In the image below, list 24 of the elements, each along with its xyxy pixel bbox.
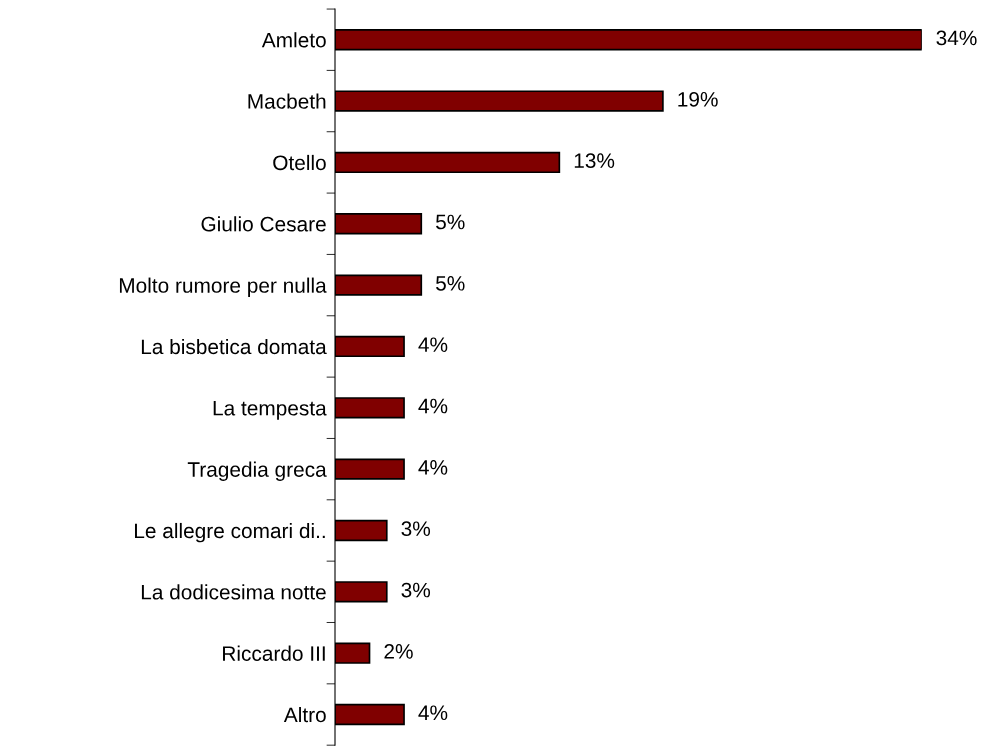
y-tick-label: La dodicesima notte (141, 584, 326, 600)
y-tick-label: Le allegre comari di.. (135, 522, 325, 543)
data-label: 4% (418, 705, 448, 721)
y-tick-label: La tempesta (213, 401, 327, 420)
y-tick-label: La bisbetica domata (141, 338, 327, 355)
y-tick-label: Tragedia greca (187, 461, 327, 482)
data-label: 4% (418, 398, 448, 414)
y-tick-label: Altro (283, 706, 326, 723)
y-tick-label: Giulio Cesare (201, 216, 326, 232)
y-tick-label: Otello (273, 154, 326, 171)
data-label: 19% (678, 91, 718, 107)
data-label: 13% (574, 153, 615, 169)
y-tick-label: Macbeth (248, 93, 326, 109)
y-tick-label: Molto rumore per nulla (119, 277, 327, 297)
data-label: 5% (436, 276, 465, 291)
y-tick-label: Amleto (261, 32, 326, 48)
data-label: 3% (401, 521, 431, 537)
data-label: 3% (401, 582, 431, 598)
data-label: 2% (384, 644, 413, 659)
data-label: 4% (418, 460, 448, 475)
y-tick-label: Riccardo III (223, 645, 325, 661)
data-label: 4% (418, 337, 448, 352)
data-label: 34% (936, 30, 977, 46)
data-label: 5% (436, 214, 465, 230)
